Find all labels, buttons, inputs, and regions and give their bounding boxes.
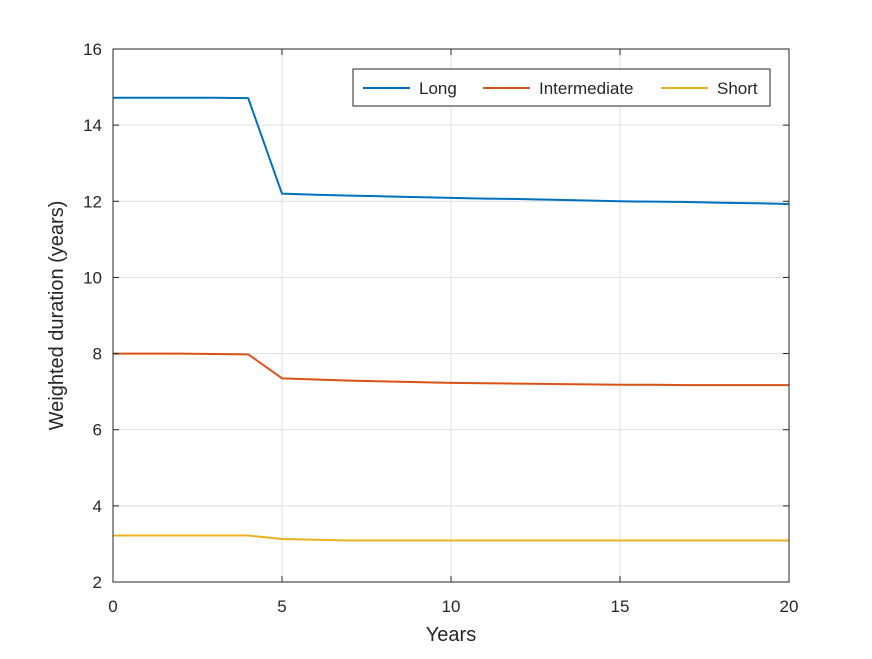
series-line-short [113, 534, 789, 542]
x-tick-label: 15 [611, 597, 630, 616]
x-tick-label: 20 [780, 597, 799, 616]
series-line-intermediate [113, 352, 789, 387]
legend-label-intermediate: Intermediate [539, 79, 634, 98]
y-tick-label: 4 [93, 497, 102, 516]
y-tick-label: 14 [83, 116, 102, 135]
x-tick-label: 0 [108, 597, 117, 616]
series-group [113, 96, 790, 542]
y-tick-label: 12 [83, 192, 102, 211]
y-tick-label: 2 [93, 573, 102, 592]
y-tick-label: 16 [83, 40, 102, 59]
y-tick-label: 10 [83, 268, 102, 287]
ticks: 0 5 10 15 20 2 4 6 8 10 12 14 16 [83, 40, 798, 616]
grid [113, 49, 789, 582]
x-axis-title: Years [426, 624, 476, 646]
series-line-long [113, 96, 790, 205]
y-tick-label: 6 [93, 421, 102, 440]
y-tick-label: 8 [93, 345, 102, 364]
y-axis-title: Weighted duration (years) [46, 201, 68, 431]
legend: Long Intermediate Short [352, 68, 771, 107]
legend-label-long: Long [419, 79, 457, 98]
x-tick-label: 5 [277, 597, 286, 616]
x-tick-label: 10 [442, 597, 461, 616]
legend-label-short: Short [717, 79, 758, 98]
